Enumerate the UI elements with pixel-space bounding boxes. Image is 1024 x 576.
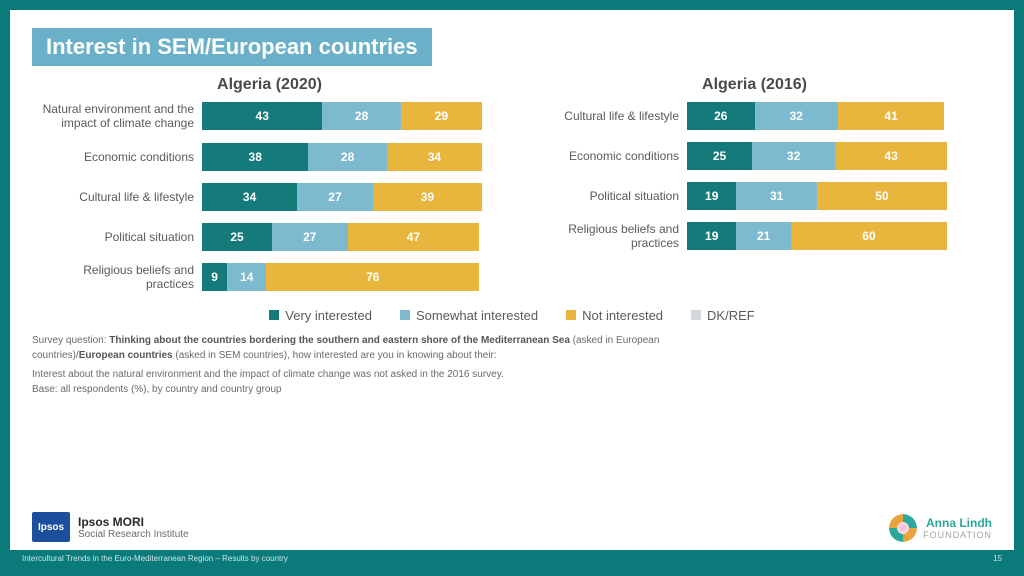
alf-sub: FOUNDATION bbox=[923, 530, 992, 540]
bar-segment: 76 bbox=[266, 263, 479, 291]
bar-row: Political situation193150 bbox=[517, 182, 992, 210]
bar-segment: 19 bbox=[687, 182, 736, 210]
footnotes: Survey question: Thinking about the coun… bbox=[32, 333, 732, 397]
bar-segment: 31 bbox=[736, 182, 817, 210]
row-label: Cultural life & lifestyle bbox=[32, 190, 202, 204]
legend-dkref: DK/REF bbox=[691, 308, 755, 323]
row-label: Political situation bbox=[32, 230, 202, 244]
bar-track: 252747 bbox=[202, 223, 482, 251]
bar-row: Cultural life & lifestyle263241 bbox=[517, 102, 992, 130]
bar-segment: 28 bbox=[322, 102, 400, 130]
bar-row: Economic conditions253243 bbox=[517, 142, 992, 170]
bar-segment: 28 bbox=[308, 143, 386, 171]
chart-right: Algeria (2016) Cultural life & lifestyle… bbox=[517, 76, 992, 304]
bar-segment: 34 bbox=[387, 143, 482, 171]
bar-row: Cultural life & lifestyle342739 bbox=[32, 183, 507, 211]
footer-strip: Intercultural Trends in the Euro-Mediter… bbox=[10, 550, 1014, 566]
logos: Ipsos Ipsos MORI Social Research Institu… bbox=[32, 512, 992, 542]
row-label: Economic conditions bbox=[517, 149, 687, 163]
legend: Very interested Somewhat interested Not … bbox=[32, 308, 992, 323]
bar-segment: 14 bbox=[227, 263, 266, 291]
chart-left: Algeria (2020) Natural environment and t… bbox=[32, 76, 507, 304]
bar-row: Economic conditions382834 bbox=[32, 143, 507, 171]
ipsos-icon: Ipsos bbox=[32, 512, 70, 542]
row-label: Natural environment and the impact of cl… bbox=[32, 102, 202, 131]
ipsos-sub: Social Research Institute bbox=[78, 529, 189, 540]
bar-segment: 27 bbox=[297, 183, 373, 211]
bar-segment: 60 bbox=[791, 222, 947, 250]
slide-frame: Interest in SEM/European countries Alger… bbox=[0, 0, 1024, 576]
bar-segment: 50 bbox=[817, 182, 947, 210]
bar-track: 382834 bbox=[202, 143, 482, 171]
fn-bold2: European countries bbox=[79, 350, 173, 361]
bar-row: Religious beliefs and practices91476 bbox=[32, 263, 507, 292]
page-number: 15 bbox=[993, 554, 1002, 563]
bar-segment: 39 bbox=[373, 183, 482, 211]
bar-segment: 38 bbox=[202, 143, 308, 171]
bar-track: 432829 bbox=[202, 102, 482, 130]
bar-row: Religious beliefs and practices192160 bbox=[517, 222, 992, 251]
bar-segment: 19 bbox=[687, 222, 736, 250]
survey-question: Survey question: Thinking about the coun… bbox=[32, 333, 732, 363]
bar-track: 91476 bbox=[202, 263, 482, 291]
bar-row: Natural environment and the impact of cl… bbox=[32, 102, 507, 131]
charts-container: Algeria (2020) Natural environment and t… bbox=[32, 76, 992, 304]
legend-somewhat: Somewhat interested bbox=[400, 308, 538, 323]
legend-very-label: Very interested bbox=[285, 308, 372, 323]
bar-track: 263241 bbox=[687, 102, 947, 130]
bar-segment: 9 bbox=[202, 263, 227, 291]
alf-icon bbox=[889, 514, 917, 542]
bar-segment: 26 bbox=[687, 102, 755, 130]
bar-segment: 21 bbox=[736, 222, 791, 250]
bar-segment: 34 bbox=[202, 183, 297, 211]
bar-segment: 29 bbox=[401, 102, 482, 130]
anna-lindh-logo: Anna Lindh FOUNDATION bbox=[889, 514, 992, 542]
bar-segment: 41 bbox=[838, 102, 945, 130]
bar-segment: 43 bbox=[835, 142, 947, 170]
legend-not: Not interested bbox=[566, 308, 663, 323]
bar-row: Political situation252747 bbox=[32, 223, 507, 251]
bar-segment: 47 bbox=[348, 223, 480, 251]
legend-not-label: Not interested bbox=[582, 308, 663, 323]
bar-segment: 43 bbox=[202, 102, 322, 130]
bar-track: 193150 bbox=[687, 182, 947, 210]
row-label: Political situation bbox=[517, 189, 687, 203]
fn-note1: Interest about the natural environment a… bbox=[32, 367, 732, 382]
bar-track: 253243 bbox=[687, 142, 947, 170]
row-label: Religious beliefs and practices bbox=[517, 222, 687, 251]
fn-note2: Base: all respondents (%), by country an… bbox=[32, 382, 732, 397]
bar-segment: 25 bbox=[202, 223, 272, 251]
bar-segment: 32 bbox=[755, 102, 838, 130]
row-label: Economic conditions bbox=[32, 150, 202, 164]
slide-content: Interest in SEM/European countries Alger… bbox=[10, 10, 1014, 566]
legend-dkref-label: DK/REF bbox=[707, 308, 755, 323]
bar-segment: 27 bbox=[272, 223, 348, 251]
ipsos-name: Ipsos MORI bbox=[78, 515, 189, 529]
page-title: Interest in SEM/European countries bbox=[32, 28, 432, 66]
row-label: Cultural life & lifestyle bbox=[517, 109, 687, 123]
legend-very: Very interested bbox=[269, 308, 372, 323]
bar-segment: 25 bbox=[687, 142, 752, 170]
legend-somewhat-label: Somewhat interested bbox=[416, 308, 538, 323]
chart-left-title: Algeria (2020) bbox=[32, 76, 507, 94]
fn-suffix: (asked in SEM countries), how interested… bbox=[173, 350, 497, 361]
fn-prefix: Survey question: bbox=[32, 335, 109, 346]
fn-bold1: Thinking about the countries bordering t… bbox=[109, 335, 570, 346]
footer-text: Intercultural Trends in the Euro-Mediter… bbox=[22, 554, 288, 563]
chart-right-title: Algeria (2016) bbox=[517, 76, 992, 94]
row-label: Religious beliefs and practices bbox=[32, 263, 202, 292]
bar-track: 342739 bbox=[202, 183, 482, 211]
bar-track: 192160 bbox=[687, 222, 947, 250]
bar-segment: 32 bbox=[752, 142, 835, 170]
alf-name: Anna Lindh bbox=[923, 516, 992, 530]
ipsos-logo: Ipsos Ipsos MORI Social Research Institu… bbox=[32, 512, 189, 542]
